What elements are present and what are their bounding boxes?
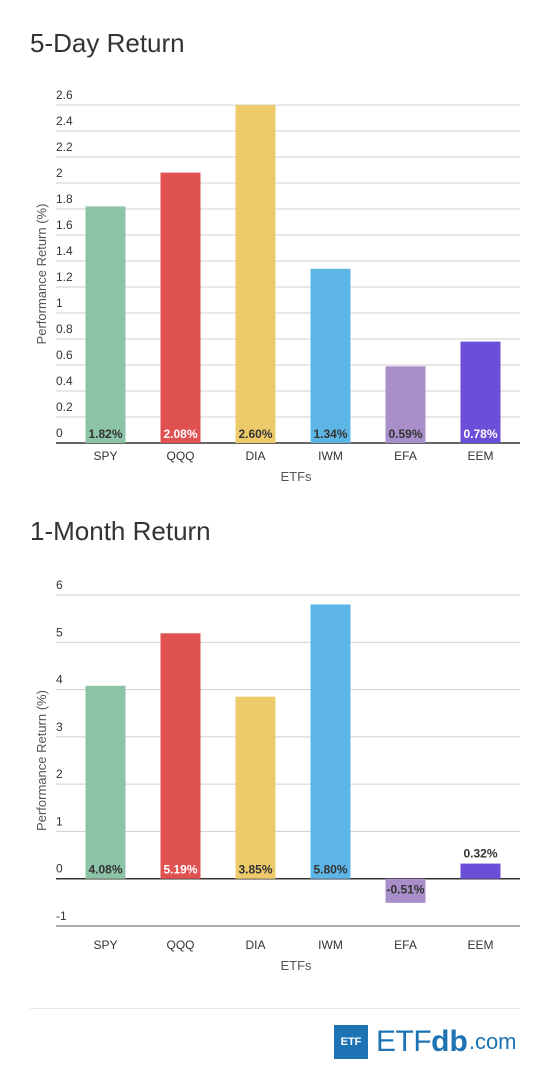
data-label-eem: 0.78% <box>463 427 497 441</box>
y-tick-label: 2.6 <box>56 88 73 102</box>
y-tick-label: 4 <box>56 673 63 687</box>
data-label-spy: 1.82% <box>88 427 122 441</box>
data-label-qqq: 2.08% <box>163 427 197 441</box>
y-tick-label: 1.2 <box>56 270 73 284</box>
chart-5day-return: 0 0.2 0.4 0.6 0.8 1 1.2 1.4 1.6 1.8 2 2.2 2.4 2.6 Perf… <box>34 88 520 484</box>
x-tick-label-spy: SPY <box>93 449 117 463</box>
y-tick-label: 1.6 <box>56 218 73 232</box>
bar-eem <box>460 341 501 443</box>
y-tick-label: 0.6 <box>56 348 73 362</box>
data-label-iwm: 5.80% <box>313 863 347 877</box>
y-axis-label: Performance Return (%) <box>34 690 49 831</box>
x-tick-label-spy: SPY <box>93 938 117 952</box>
logo-etf-text: ETF <box>376 1025 432 1058</box>
bar-spy <box>85 685 126 879</box>
data-label-eem: 0.32% <box>463 847 497 861</box>
chart-title-1month: 1-Month Return <box>30 516 211 546</box>
y-tick-label: 1.4 <box>56 244 73 258</box>
chart-1month-return: -1 0 1 2 3 4 5 6 Performance Return (%) 4.08% SPY 5… <box>34 578 520 973</box>
footer-divider <box>30 1008 520 1009</box>
x-tick-label-efa: EFA <box>394 938 417 952</box>
x-tick-label-eem: EEM <box>467 449 493 463</box>
x-axis-label: ETFs <box>280 469 312 484</box>
x-tick-label-qqq: QQQ <box>166 449 194 463</box>
y-tick-label: 2 <box>56 767 63 781</box>
y-tick-label: 1 <box>56 814 63 828</box>
y-tick-label: 1.8 <box>56 192 73 206</box>
logo-db-text: db <box>431 1025 468 1058</box>
data-label-qqq: 5.19% <box>163 863 197 877</box>
bar-dia <box>235 696 276 879</box>
bar-qqq <box>160 172 201 443</box>
y-tick-label: 0.4 <box>56 374 73 388</box>
bar-iwm <box>310 268 351 443</box>
y-tick-label: 0 <box>56 862 63 876</box>
etfdb-logo: ETF ETF db .com <box>334 1024 517 1060</box>
x-tick-label-iwm: IWM <box>318 938 343 952</box>
y-tick-label: 6 <box>56 578 63 592</box>
data-label-efa: 0.59% <box>388 427 422 441</box>
bar-efa <box>385 366 426 443</box>
bar-iwm <box>310 604 351 879</box>
logo-com-text: .com <box>468 1029 517 1054</box>
data-label-dia: 2.60% <box>238 427 272 441</box>
y-tick-label: 0.2 <box>56 400 73 414</box>
bar-qqq <box>160 633 201 879</box>
y-tick-label: 2 <box>56 166 63 180</box>
y-tick-label: 3 <box>56 720 63 734</box>
y-axis-label: Performance Return (%) <box>34 204 49 345</box>
x-tick-label-eem: EEM <box>467 938 493 952</box>
y-tick-label: 2.4 <box>56 114 73 128</box>
x-tick-label-dia: DIA <box>245 449 265 463</box>
bar-spy <box>85 206 126 443</box>
y-tick-label: 0.8 <box>56 322 73 336</box>
x-tick-label-efa: EFA <box>394 449 417 463</box>
chart-title-5day: 5-Day Return <box>30 28 185 58</box>
x-axis-label: ETFs <box>280 958 312 973</box>
data-label-iwm: 1.34% <box>313 427 347 441</box>
bar-eem <box>460 863 501 879</box>
bar-dia <box>235 105 276 443</box>
data-label-spy: 4.08% <box>88 863 122 877</box>
bar-efa <box>385 878 426 903</box>
data-label-dia: 3.85% <box>238 863 272 877</box>
x-tick-label-iwm: IWM <box>318 449 343 463</box>
y-tick-label: 1 <box>56 296 63 310</box>
y-tick-label: 5 <box>56 625 63 639</box>
y-tick-label: -1 <box>56 909 67 923</box>
y-tick-label: 2.2 <box>56 140 73 154</box>
etf-logo-box-icon: ETF <box>334 1025 368 1059</box>
x-tick-label-qqq: QQQ <box>166 938 194 952</box>
x-tick-label-dia: DIA <box>245 938 265 952</box>
data-label-efa: -0.51% <box>386 883 424 897</box>
y-tick-label: 0 <box>56 426 63 440</box>
